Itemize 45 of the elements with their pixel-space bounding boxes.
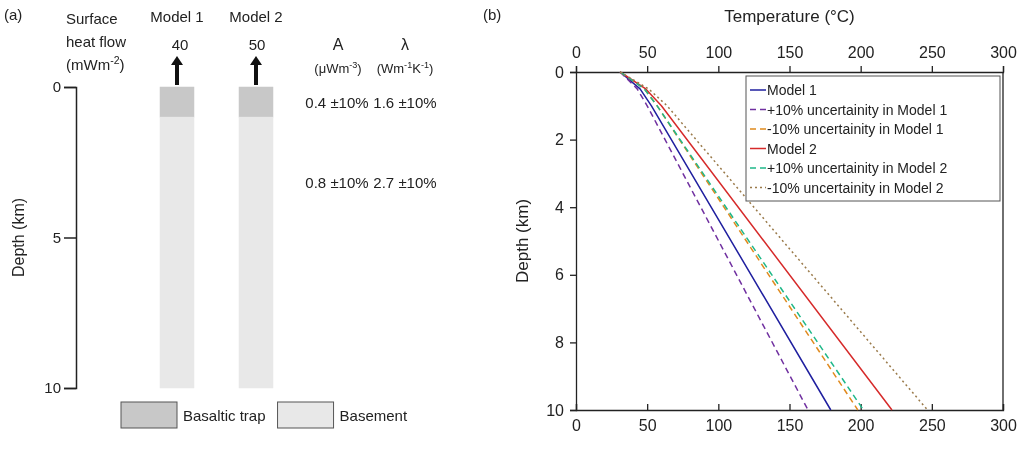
text: λ (Wm$^{-1}$K$^{-1}$): [376, 36, 434, 76]
text: 40: [171, 36, 189, 53]
x-tick-label: 200: [847, 417, 875, 435]
x2-axis-title: Temperature (°C): [724, 7, 855, 26]
x2-tick-label: 300: [990, 44, 1017, 61]
chart-title: (b): [483, 6, 502, 23]
text: A (μWm$^{-3}$): [314, 36, 362, 76]
x2-tick-label: 200: [847, 44, 875, 61]
x2-tick-label: 50: [638, 44, 657, 61]
y-tick-label: 10: [546, 401, 565, 419]
legend-label: Model 1: [767, 82, 818, 98]
legend-label: +10% uncertainity in Model 2: [767, 160, 948, 176]
x-tick-label: 150: [776, 417, 804, 435]
legend-label: Basement: [339, 407, 408, 424]
x-tick-label: 100: [705, 417, 733, 435]
x-tick-label: 50: [638, 417, 657, 435]
y-axis-title: Depth (km): [513, 198, 532, 284]
x-tick-label: 250: [918, 417, 946, 435]
y-tick-label: 0: [555, 63, 565, 81]
x2-tick-label: 0: [572, 44, 582, 61]
text: 50: [248, 36, 266, 53]
y-tick-label: 5: [52, 228, 61, 246]
text: 2.7 ±10%: [373, 174, 437, 191]
x-tick-label: 300: [990, 417, 1017, 435]
text: 0.8 ±10%: [305, 174, 369, 191]
y-tick-label: 6: [555, 266, 565, 284]
y-tick-label: 2: [555, 131, 565, 149]
text: (a): [4, 6, 23, 23]
y-axis-title: Depth (km): [10, 197, 27, 278]
text: 0.4 ±10%: [305, 94, 369, 111]
text: 1.6 ±10%: [373, 94, 437, 111]
x2-tick-label: 150: [776, 44, 804, 61]
legend-label: Basaltic trap: [183, 407, 266, 424]
legend-label: -10% uncertainity in Model 2: [767, 179, 944, 196]
y-tick-label: 4: [555, 198, 565, 216]
text: Surface heat flow (mWm$^{-2}$): [66, 10, 127, 73]
x-tick-label: 0: [572, 417, 582, 435]
x2-tick-label: 250: [918, 44, 946, 61]
y-tick-label: 10: [44, 379, 61, 397]
legend-label: +10% uncertainity in Model 1: [767, 101, 948, 118]
x2-tick-label: 100: [705, 44, 733, 61]
y-tick-label: 0: [52, 78, 61, 96]
legend-label: -10% uncertainity in Model 1: [767, 121, 944, 137]
legend-label: Model 2: [767, 140, 818, 157]
y-tick-label: 8: [555, 334, 565, 352]
